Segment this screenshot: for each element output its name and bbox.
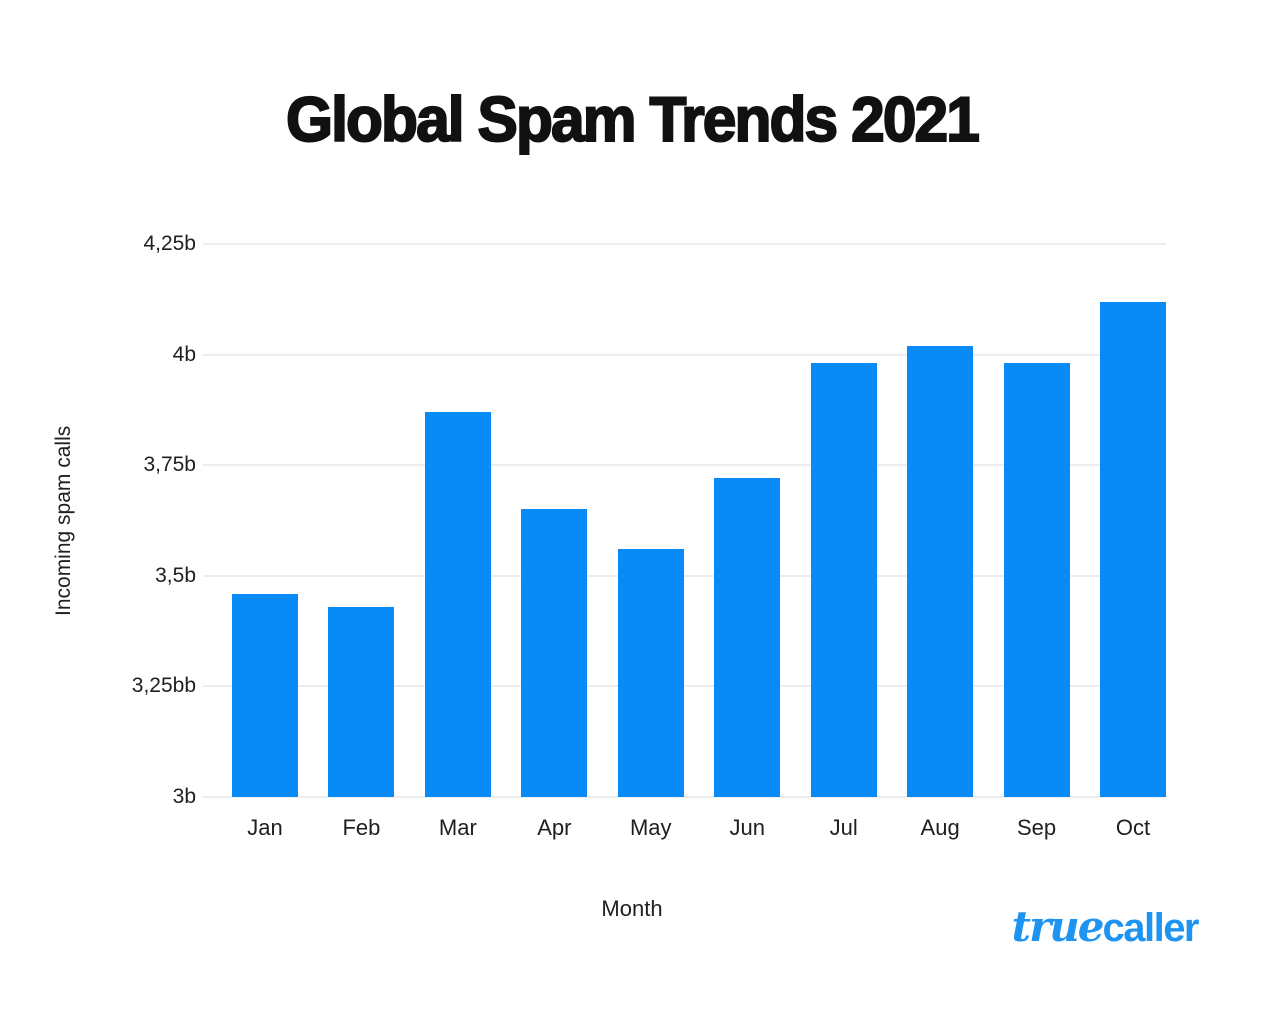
- bar-jan: [232, 593, 298, 797]
- bar-apr: [521, 509, 588, 797]
- bar-mar: [424, 412, 491, 797]
- truecaller-logo: truecaller: [1012, 906, 1200, 950]
- x-tick-label: Sep: [1016, 815, 1057, 840]
- gridline: [203, 353, 1166, 356]
- x-tick-label: Mar: [438, 815, 477, 840]
- y-tick-label: 4,25b: [143, 232, 196, 255]
- x-tick-label: May: [629, 815, 672, 840]
- y-tick-label: 3,5b: [155, 563, 196, 587]
- x-tick-label: Jul: [829, 815, 858, 840]
- y-tick-label: 3b: [172, 785, 196, 808]
- logo-text-caller: caller: [1102, 906, 1199, 950]
- logo-text-true: true: [1011, 902, 1105, 951]
- gridline: [203, 796, 1166, 798]
- gridline: [203, 574, 1166, 577]
- gridline: [203, 464, 1166, 467]
- bar-sep: [1003, 363, 1070, 797]
- bar-oct: [1100, 301, 1166, 797]
- bar-jul: [810, 363, 877, 797]
- x-axis-title: Month: [601, 896, 663, 921]
- x-tick-label: Feb: [342, 815, 381, 840]
- bar-aug: [907, 345, 974, 797]
- bar-jun: [714, 478, 781, 797]
- y-axis-title: Incoming spam calls: [52, 425, 75, 616]
- y-tick-label: 3,25bb: [131, 674, 196, 698]
- bar-feb: [328, 606, 395, 797]
- chart-title: Global Spam Trends 2021: [285, 84, 981, 156]
- bar-may: [617, 549, 684, 797]
- x-tick-label: Jan: [247, 815, 283, 840]
- x-tick-label: Aug: [920, 815, 960, 840]
- gridline: [203, 243, 1166, 245]
- x-tick-label: Jun: [729, 815, 765, 840]
- x-tick-label: Apr: [537, 815, 572, 840]
- gridline: [203, 685, 1166, 688]
- x-tick-label: Oct: [1115, 815, 1151, 840]
- y-tick-label: 3,75b: [143, 453, 196, 477]
- y-tick-label: 4b: [172, 342, 196, 366]
- plot-area: 4,25b 4b 3,75b 3,5b 3,25bb 3b Jan Feb Mar Apr May J…: [132, 232, 1166, 840]
